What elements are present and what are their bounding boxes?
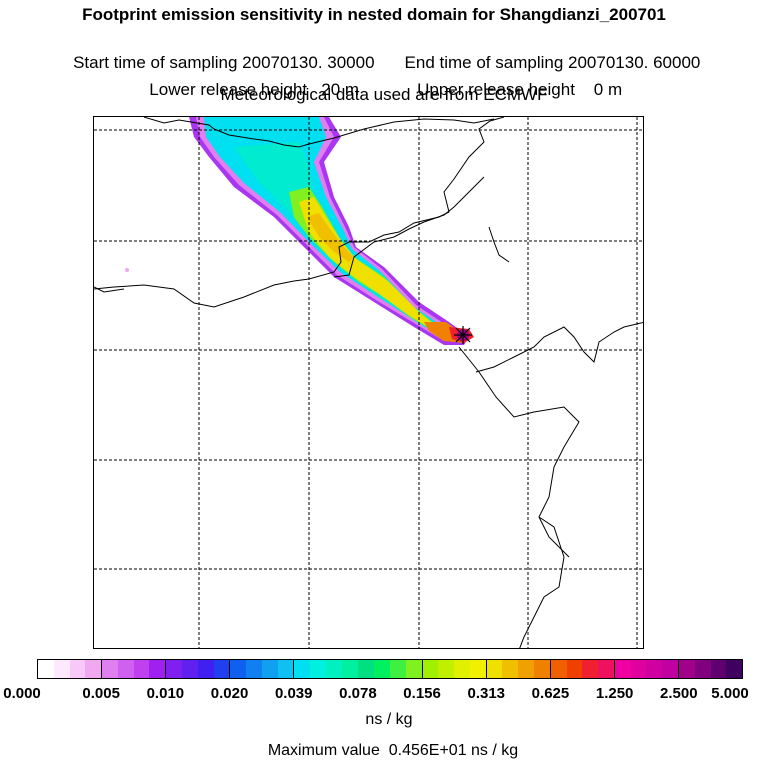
colorbar-tick-label: 0.000 [3, 685, 41, 702]
colorbar-segment [614, 660, 679, 678]
colorbar-swatch [325, 660, 342, 678]
colorbar-segment [358, 660, 423, 678]
colorbar-units: ns / kg [365, 711, 413, 728]
colorbar-swatch [598, 660, 614, 678]
map-canvas [94, 117, 643, 648]
map-grid [94, 117, 643, 648]
colorbar-swatch [550, 660, 567, 678]
colorbar-swatch [502, 660, 519, 678]
colorbar-swatch [38, 660, 54, 678]
coastlines [94, 117, 643, 648]
colorbar-segment [550, 660, 615, 678]
colorbar-swatch [566, 660, 583, 678]
sampling-times: Start time of sampling 20070130. 30000 En… [0, 33, 766, 73]
start-time-label: Start time of sampling 20070130. 30000 [73, 53, 375, 72]
colorbar-swatch [454, 660, 470, 678]
colorbar-swatch [390, 660, 406, 678]
colorbar-swatch [518, 660, 534, 678]
colorbar-swatch [341, 660, 358, 678]
lower-height-label: Lower release height 20 m [149, 80, 360, 99]
colorbar-swatch [486, 660, 503, 678]
colorbar-swatch [213, 660, 230, 678]
map-panel [93, 116, 644, 649]
colorbar-swatch [726, 660, 743, 678]
emission-plume [125, 117, 474, 345]
colorbar-tick-label: 0.020 [210, 685, 249, 702]
colorbar-swatch [53, 660, 70, 678]
colorbar-swatch [438, 660, 455, 678]
colorbar-swatch [582, 660, 599, 678]
colorbar-segment [230, 660, 295, 678]
colorbar-swatch [85, 660, 102, 678]
colorbar-swatch [277, 660, 294, 678]
colorbar-segment [422, 660, 487, 678]
colorbar-swatch [246, 660, 262, 678]
colorbar-tick-label: 5.000 [711, 685, 749, 702]
colorbar-tick-label: 0.313 [467, 685, 506, 702]
colorbar-swatch [358, 660, 375, 678]
colorbar-segment [38, 660, 103, 678]
colorbar-tick-label: 0.010 [146, 685, 185, 702]
colorbar-labels: 0.000 0.005 0.010 0.020 0.039 0.078 0.156 0.313… [0, 685, 768, 705]
colorbar-swatch [197, 660, 214, 678]
colorbar-tick-label: 1.250 [595, 685, 634, 702]
end-time-label: End time of sampling 20070130. 60000 [404, 53, 701, 72]
colorbar-swatch [374, 660, 391, 678]
receptor-marker-icon [454, 326, 472, 344]
colorbar-segment [678, 660, 743, 678]
colorbar-segment [486, 660, 551, 678]
colorbar-swatch [310, 660, 326, 678]
colorbar-swatch [294, 660, 311, 678]
colorbar-swatch [230, 660, 247, 678]
colorbar-tick-label: 0.156 [403, 685, 441, 702]
colorbar-swatch [534, 660, 550, 678]
colorbar-swatch [102, 660, 118, 678]
colorbar-swatch [149, 660, 166, 678]
colorbar-swatch [261, 660, 278, 678]
colorbar-segment [166, 660, 231, 678]
colorbar-segment [102, 660, 167, 678]
colorbar-tick-label: 2.500 [660, 685, 698, 702]
colorbar-swatch [630, 660, 647, 678]
upper-height-label: Upper release height 0 m [417, 80, 623, 99]
colorbar-tick-label: 0.625 [531, 685, 570, 702]
colorbar-swatch [133, 660, 150, 678]
colorbar-tick-label: 0.078 [339, 685, 377, 702]
colorbar-swatch [646, 660, 663, 678]
colorbar-tick-label: 0.039 [274, 685, 313, 702]
colorbar-swatch [710, 660, 727, 678]
colorbar-swatch [694, 660, 711, 678]
colorbar-swatch [678, 660, 695, 678]
colorbar [37, 659, 743, 679]
colorbar-swatch [166, 660, 182, 678]
colorbar-swatch [662, 660, 678, 678]
colorbar-swatch [469, 660, 486, 678]
colorbar-tick-label: 0.005 [82, 685, 120, 702]
release-heights: Lower release height 20 m Upper release h… [0, 60, 765, 100]
colorbar-swatch [181, 660, 198, 678]
maximum-value-label: Maximum value 0.456E+01 ns / kg [267, 742, 519, 759]
colorbar-swatch [69, 660, 86, 678]
colorbar-swatch [405, 660, 422, 678]
colorbar-swatch [614, 660, 631, 678]
colorbar-swatch [422, 660, 439, 678]
met-data-label: Meteorological data used are from ECMWF [220, 85, 548, 104]
colorbar-segment [294, 660, 359, 678]
colorbar-swatch [117, 660, 134, 678]
map-title: Footprint emission sensitivity in nested… [82, 5, 666, 24]
